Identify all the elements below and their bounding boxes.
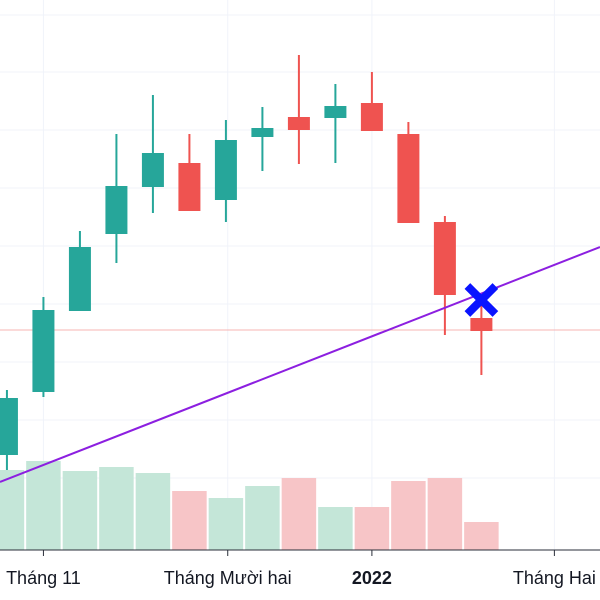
candle-body [397, 134, 420, 223]
candle-body [68, 247, 91, 311]
candle-body [105, 186, 128, 234]
candle-body [470, 318, 493, 331]
candle-body [324, 106, 347, 118]
volume-bar [135, 473, 171, 550]
candle-body [214, 140, 237, 200]
volume-bar [391, 481, 426, 550]
candle-body [141, 153, 164, 187]
volume-bar [99, 467, 134, 550]
candle-body [32, 310, 55, 392]
volume-bar [318, 507, 353, 550]
candle-body [178, 163, 201, 211]
candle-body [433, 222, 456, 295]
x-tick-label: Tháng Mười hai [164, 568, 292, 588]
candle-body [360, 103, 383, 131]
volume-bar [172, 491, 207, 550]
candle-body [251, 128, 274, 137]
candle-body [0, 398, 18, 455]
volume-bar [354, 507, 390, 550]
volume-bar [427, 478, 463, 550]
volume-bar [0, 470, 25, 550]
x-tick-label: Tháng Hai [513, 568, 596, 588]
volume-bar [281, 478, 317, 550]
candle-body [287, 117, 310, 130]
x-tick-label: 2022 [352, 568, 392, 588]
volume-bar [26, 461, 61, 550]
marker [464, 283, 499, 317]
trend-line [0, 246, 600, 483]
x-tick-label: Tháng 11 [6, 568, 81, 588]
volume-bar [245, 486, 280, 550]
volume-bar [464, 522, 499, 550]
volume-bar [62, 471, 98, 550]
volume-bar [208, 498, 244, 550]
axis-background [0, 550, 600, 600]
